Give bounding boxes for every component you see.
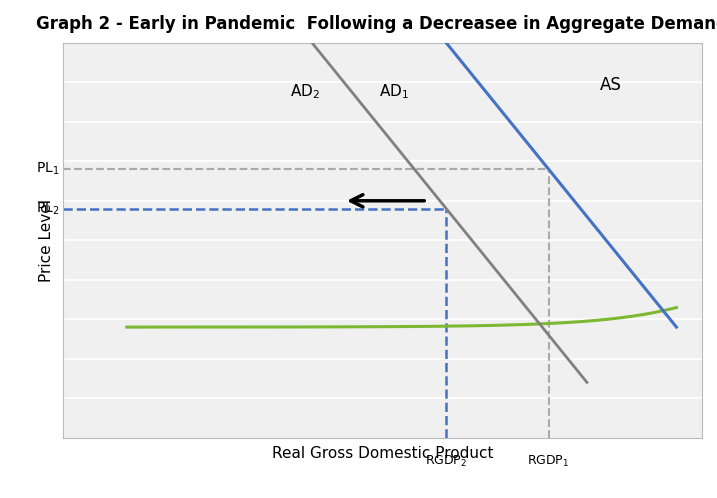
Text: RGDP$_2$: RGDP$_2$ [425, 453, 467, 469]
X-axis label: Real Gross Domestic Product: Real Gross Domestic Product [272, 446, 493, 461]
Title: Graph 2 - Early in Pandemic  Following a Decreasee in Aggregate Demand: Graph 2 - Early in Pandemic Following a … [37, 15, 717, 33]
Text: AS: AS [599, 76, 622, 94]
Text: PL$_2$: PL$_2$ [36, 201, 60, 217]
Text: AD$_2$: AD$_2$ [290, 82, 320, 101]
Text: PL$_1$: PL$_1$ [36, 161, 60, 177]
Text: RGDP$_1$: RGDP$_1$ [528, 453, 570, 469]
Y-axis label: Price Level: Price Level [39, 199, 54, 282]
Text: AD$_1$: AD$_1$ [379, 82, 409, 101]
